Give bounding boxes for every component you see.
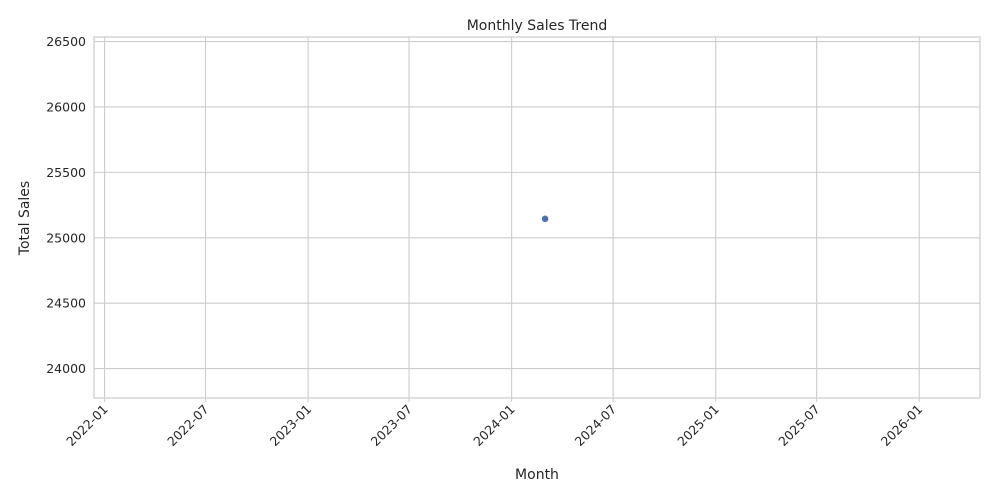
data-points: [541, 214, 549, 223]
y-tick-label: 25000: [46, 230, 86, 245]
grid: [94, 37, 980, 398]
y-tick-label: 24000: [46, 361, 86, 376]
y-tick-label: 25500: [46, 165, 86, 180]
x-axis-label: Month: [515, 467, 559, 483]
y-tick-label: 26000: [46, 99, 86, 114]
chart-title: Monthly Sales Trend: [467, 18, 608, 34]
y-tick-label: 26500: [46, 34, 86, 49]
y-axis-label: Total Sales: [17, 181, 33, 256]
data-point: [541, 214, 549, 223]
plot-frame: [93, 36, 981, 399]
y-axis-ticks: 24000 24500 25000 25500 26000 26500: [46, 34, 86, 376]
y-tick-label: 24500: [46, 296, 86, 311]
